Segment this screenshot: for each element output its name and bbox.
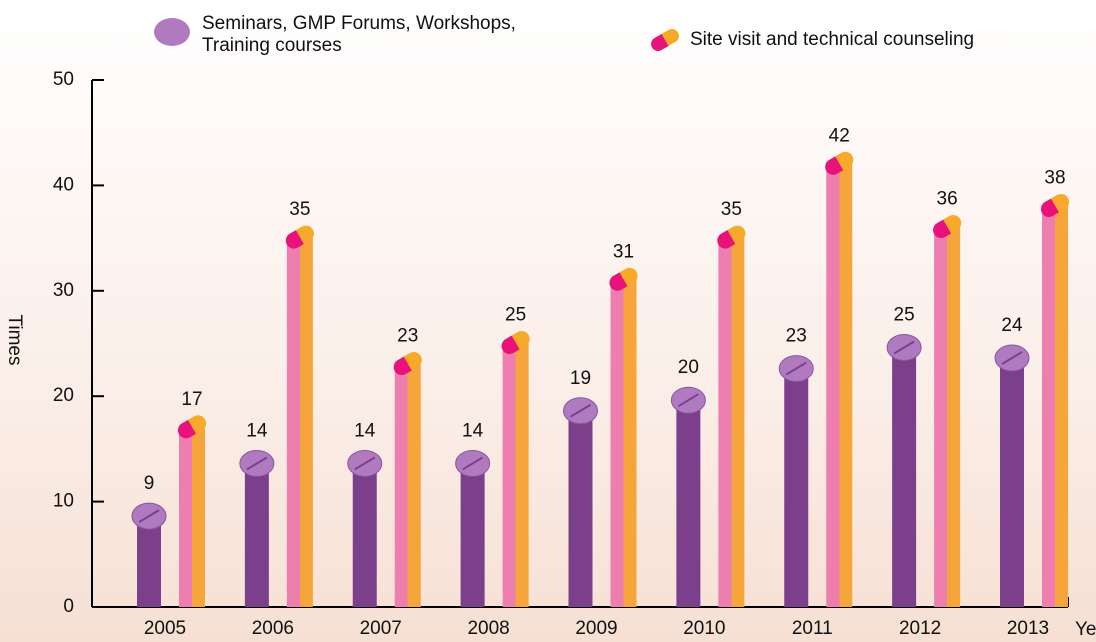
data-label: 23	[786, 326, 807, 347]
bar	[394, 364, 421, 607]
bar	[352, 459, 377, 607]
bar-cap-line	[462, 456, 484, 471]
bar-cap-line	[677, 393, 699, 408]
data-label: 14	[246, 420, 268, 441]
bar	[244, 459, 269, 607]
x-tick-label: 2006	[252, 618, 294, 639]
x-tick-label: 2008	[467, 618, 509, 639]
x-tick-label: 2010	[683, 618, 725, 639]
data-label: 25	[894, 305, 915, 326]
bar-cap-line	[138, 509, 160, 523]
bar-cap	[717, 225, 746, 249]
data-label: 9	[144, 473, 155, 494]
bar-cap	[825, 151, 854, 175]
bar	[460, 459, 485, 607]
y-axis-label: Times	[4, 314, 25, 365]
data-label: 36	[937, 189, 958, 210]
bar	[502, 343, 529, 607]
data-label: 42	[829, 125, 850, 146]
bar-cap	[285, 225, 314, 249]
x-tick-label: 2011	[792, 618, 833, 639]
bar	[784, 364, 809, 607]
data-label: 25	[505, 305, 526, 326]
y-tick-label: 10	[53, 491, 74, 512]
bar	[286, 238, 313, 607]
bar	[718, 238, 745, 607]
bar-cap	[933, 215, 962, 239]
bar	[610, 280, 637, 607]
bar-cap-line	[569, 403, 592, 418]
bar	[934, 227, 961, 607]
data-label: 14	[354, 420, 376, 441]
data-label: 35	[289, 199, 310, 220]
data-label: 17	[181, 389, 202, 410]
x-tick-label: 2007	[360, 618, 402, 639]
bar-cap	[393, 352, 422, 376]
y-tick-label: 50	[53, 69, 74, 90]
y-tick-label: 30	[53, 280, 74, 301]
bar	[826, 164, 853, 607]
x-tick-label: 2009	[575, 618, 617, 639]
x-tick-label: 2012	[899, 618, 941, 639]
bar	[1042, 206, 1068, 608]
bar	[676, 396, 701, 607]
bar-cap-line	[246, 456, 268, 471]
bar-cap-line	[1001, 351, 1023, 365]
legend-label: Site visit and technical counseling	[690, 29, 974, 50]
legend-icon	[154, 18, 190, 46]
data-label: 31	[613, 241, 634, 262]
y-tick-label: 20	[53, 385, 74, 406]
legend-icon	[651, 29, 679, 51]
data-label: 14	[462, 420, 484, 441]
x-tick-label: 2005	[144, 618, 186, 639]
y-tick-label: 0	[63, 596, 74, 617]
bar-cap	[177, 415, 207, 439]
bar-cap-line	[354, 456, 376, 471]
bar	[1000, 354, 1024, 607]
data-label: 38	[1044, 167, 1065, 188]
data-label: 35	[721, 199, 742, 220]
bar-cap	[1040, 193, 1070, 217]
bar-cap	[609, 267, 638, 291]
y-tick-label: 40	[53, 174, 74, 195]
bar	[892, 343, 917, 607]
data-label: 20	[678, 357, 699, 378]
x-tick-label: 2013	[1007, 618, 1049, 639]
bar-cap-line	[785, 361, 807, 376]
data-label: 23	[397, 326, 418, 347]
bar	[179, 427, 205, 607]
bar-cap-line	[893, 340, 915, 355]
data-label: 24	[1001, 315, 1023, 336]
x-axis-label: Year	[1075, 619, 1096, 640]
data-label: 19	[570, 368, 591, 389]
legend-label: Seminars, GMP Forums, Workshops, Training…	[202, 13, 516, 56]
bar-cap	[501, 331, 530, 354]
bar	[568, 406, 593, 607]
